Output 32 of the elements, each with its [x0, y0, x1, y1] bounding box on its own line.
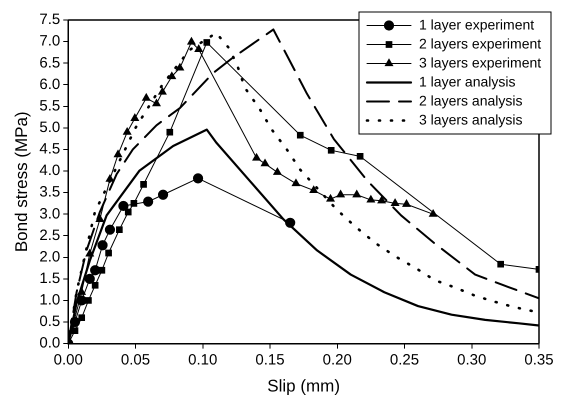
x-tick-label: 0.05 [120, 352, 150, 369]
y-tick-label: 6.5 [39, 54, 60, 72]
x-tick-label: 0.30 [457, 352, 486, 369]
legend-label: 3 layers analysis [419, 111, 522, 128]
legend-label: 3 layers experiment [419, 54, 542, 70]
y-tick-label: 1.0 [39, 292, 60, 309]
y-tick-label: 4.5 [39, 140, 60, 158]
legend-label: 1 layer analysis [419, 73, 516, 90]
x-axis-title: Slip (mm) [267, 376, 340, 396]
y-tick-label: 0.0 [39, 334, 60, 352]
x-tick-label: 0.20 [322, 352, 352, 369]
x-tick-label: 0.25 [390, 352, 420, 369]
y-tick-label: 2.5 [39, 226, 60, 244]
y-tick-label: 5.0 [39, 119, 60, 136]
y-tick-label: 0.5 [39, 313, 60, 330]
y-tick-label: 7.0 [39, 32, 60, 50]
y-tick-label: 5.5 [39, 97, 60, 114]
x-tick-label: 0.00 [54, 352, 83, 369]
x-tick-label: 0.15 [255, 352, 285, 369]
y-tick-label: 3.0 [39, 205, 60, 222]
y-tick-label: 6.0 [39, 76, 60, 93]
y-tick-label: 4.0 [39, 162, 60, 180]
y-tick-label: 3.5 [39, 184, 60, 201]
x-tick-label: 0.10 [188, 352, 218, 369]
legend-label: 1 layer experiment [419, 16, 534, 32]
y-tick-label: 2.0 [39, 248, 60, 266]
legend-label: 2 layers experiment [419, 35, 542, 52]
x-tick-label: 0.35 [524, 352, 554, 369]
legend-label: 2 layers analysis [419, 92, 522, 108]
y-axis-title: Bond stress (MPa) [12, 111, 31, 252]
y-tick-label: 1.5 [39, 270, 60, 288]
y-tick-label: 7.5 [39, 11, 60, 28]
